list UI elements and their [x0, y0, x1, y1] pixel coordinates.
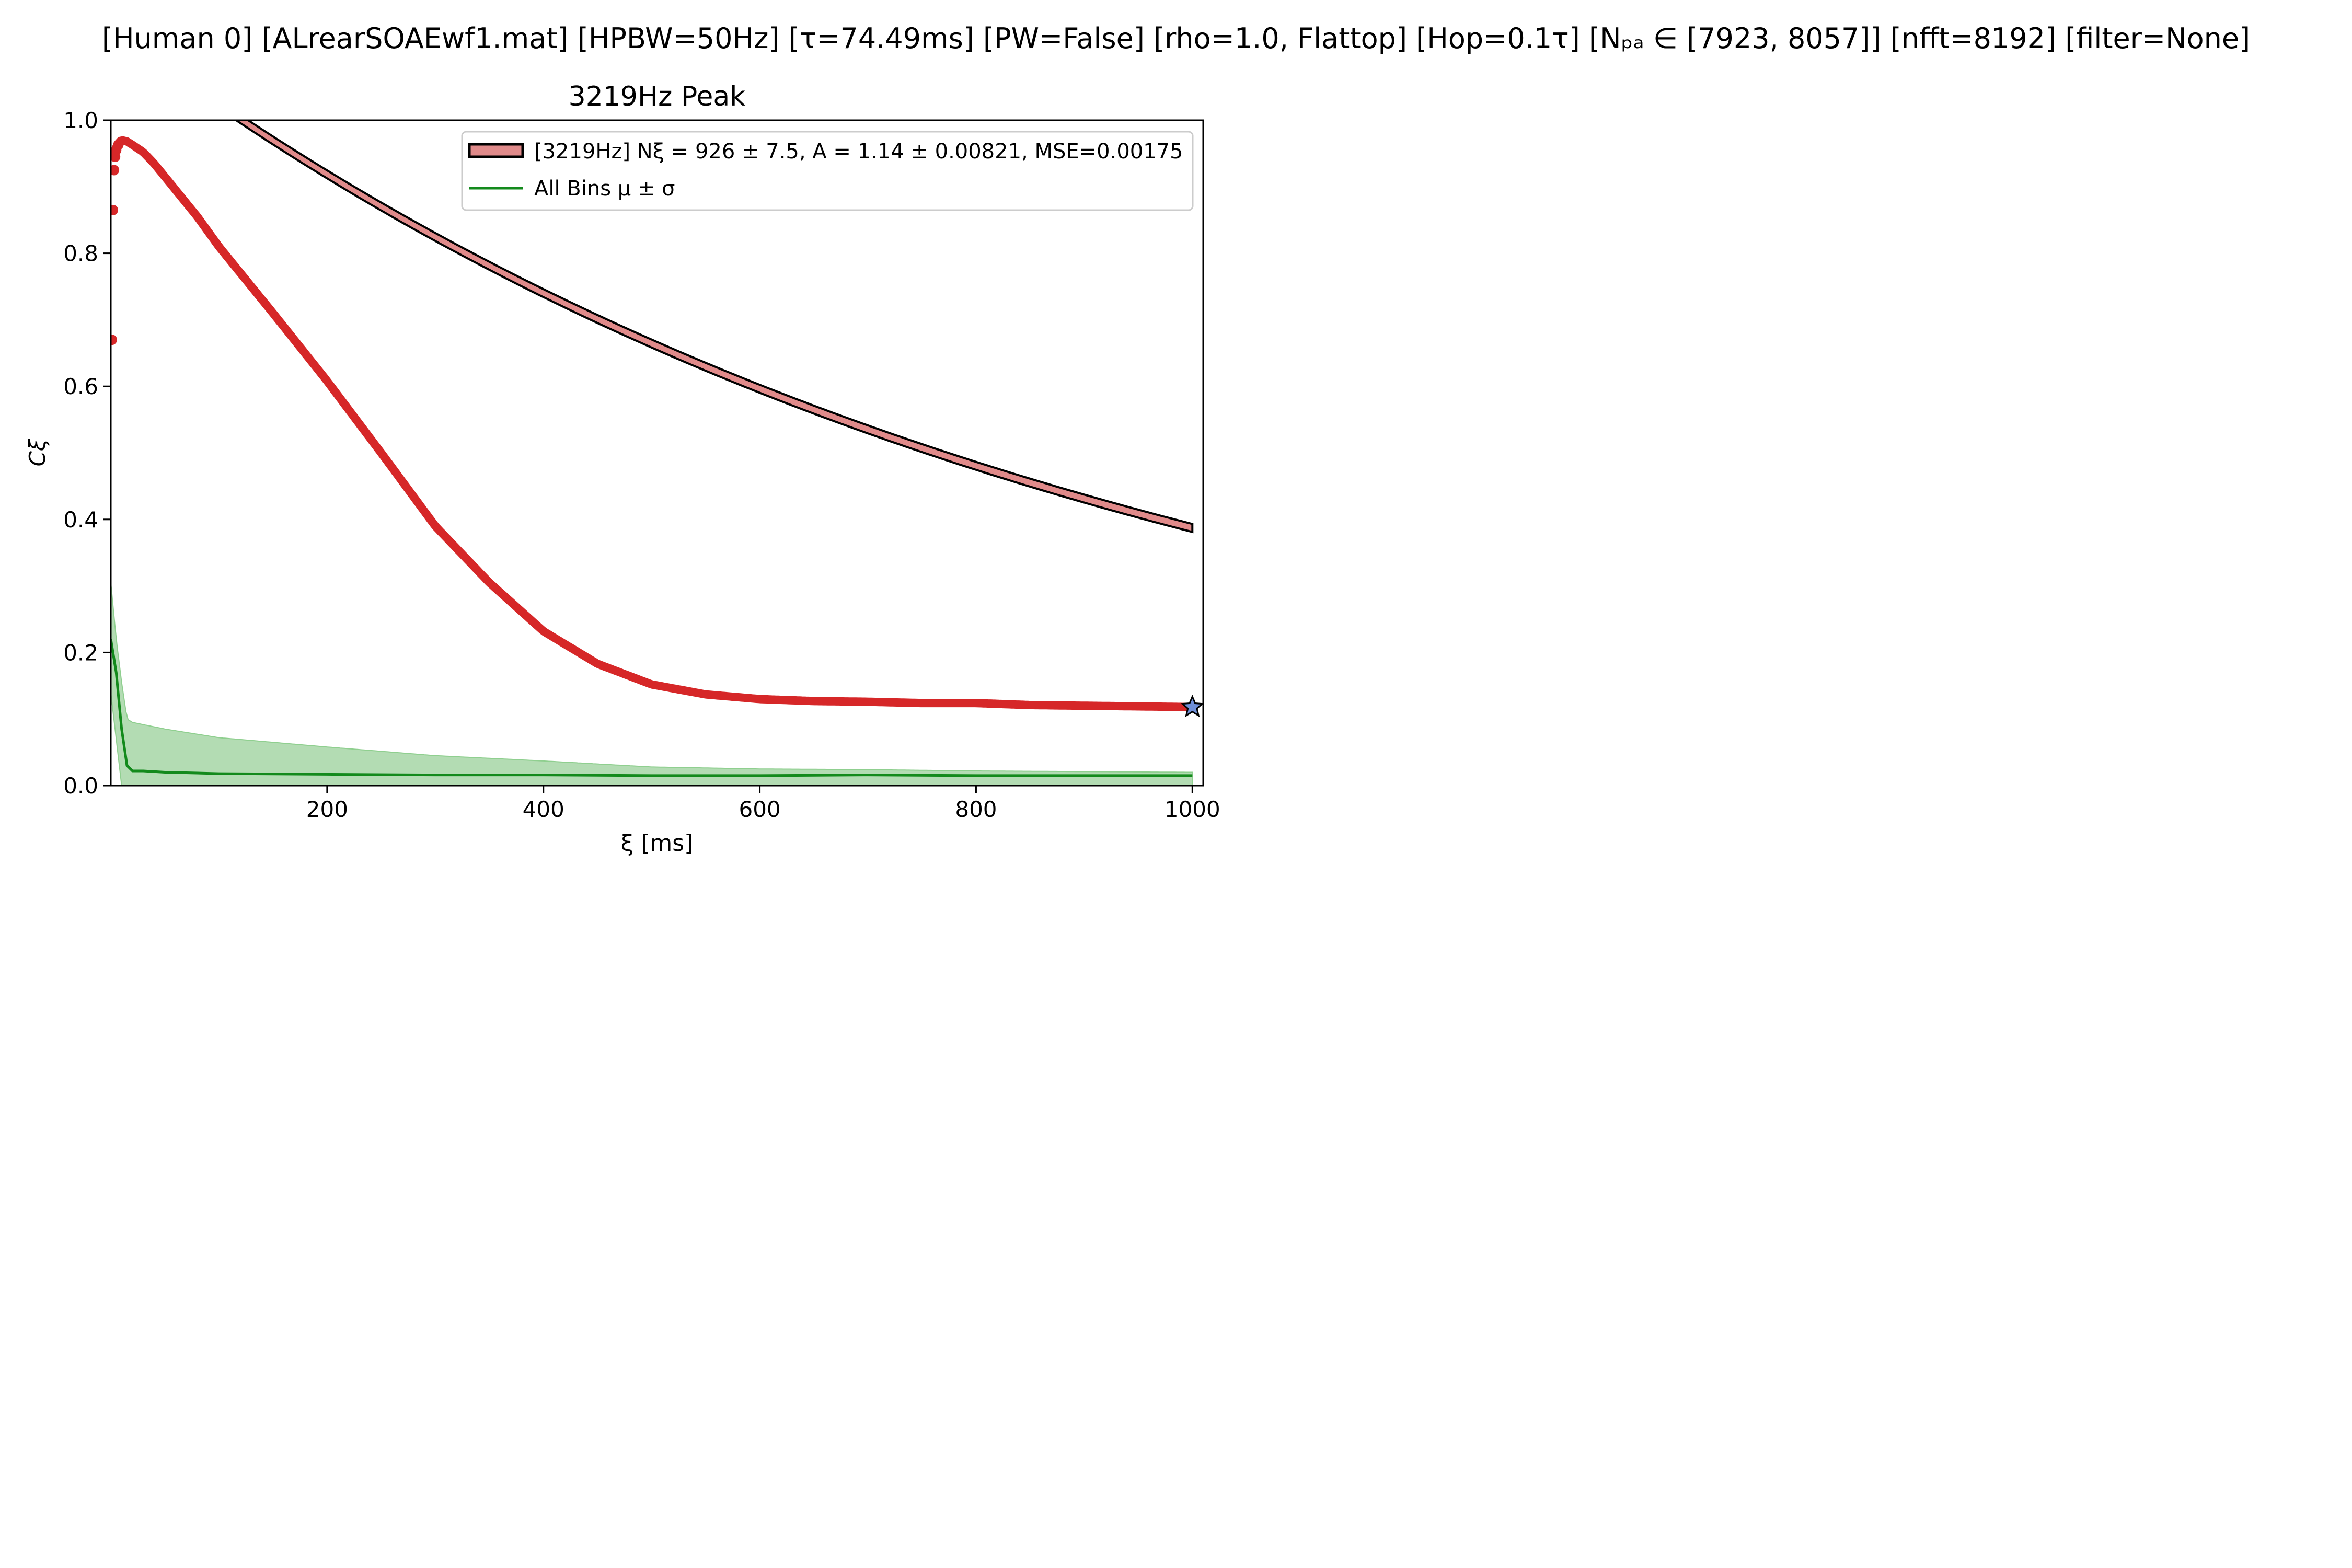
all-bins-mean-line: [111, 639, 1193, 777]
end-marker-group: [1180, 694, 1204, 718]
chart-title: 3219Hz Peak: [569, 81, 746, 112]
coherence-line: [111, 136, 1196, 711]
x-tick-label: 800: [955, 797, 997, 822]
legend: [3219Hz] Nξ = 926 ± 7.5, A = 1.14 ± 0.00…: [461, 131, 1194, 211]
y-tick-label: 0.0: [63, 773, 98, 799]
x-tick-label: 200: [306, 797, 348, 822]
coherence-point: [111, 335, 117, 345]
legend-label-all-bins: All Bins μ ± σ: [534, 177, 675, 201]
coherence-point: [113, 140, 124, 151]
coherence-point: [111, 165, 120, 176]
fit-band: [234, 120, 1194, 534]
x-tick-label: 1000: [1165, 797, 1220, 822]
x-axis-label: ξ [ms]: [621, 830, 694, 857]
all-bins-std-band: [111, 582, 1193, 786]
x-axis-ticks: 200 400 600 800 1000: [306, 786, 1220, 822]
plot-area: [111, 120, 1196, 786]
end-marker-star: [1180, 694, 1204, 718]
y-tick-label: 0.4: [63, 507, 98, 533]
y-tick-label: 0.8: [63, 241, 98, 267]
legend-swatch-fit: [468, 143, 524, 158]
coherence-point: [111, 204, 119, 215]
x-tick-label: 400: [523, 797, 564, 822]
y-tick-label: 0.2: [63, 640, 98, 665]
axes: 200 400 600 800 1000 0.0 0.2 0.4 0.6 0.8 1.0 ξ [m…: [25, 108, 1220, 857]
x-tick-label: 600: [739, 797, 780, 822]
legend-box: [461, 131, 1194, 211]
coherence-series: [111, 136, 1196, 711]
axes-frame: [110, 119, 1204, 787]
y-axis-label: Cξ: [25, 439, 50, 466]
y-tick-label: 1.0: [63, 108, 98, 133]
y-tick-label: 0.6: [63, 374, 98, 399]
figure-suptitle: [Human 0] [ALrearSOAEwf1.mat] [HPBW=50Hz…: [102, 22, 2250, 55]
y-axis-ticks: 0.0 0.2 0.4 0.6 0.8 1.0: [63, 108, 111, 799]
legend-label-fit: [3219Hz] Nξ = 926 ± 7.5, A = 1.14 ± 0.00…: [534, 140, 1183, 164]
